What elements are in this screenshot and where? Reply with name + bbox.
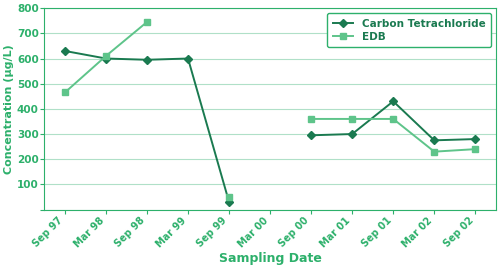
- X-axis label: Sampling Date: Sampling Date: [218, 252, 322, 265]
- Line: EDB: EDB: [62, 19, 150, 95]
- EDB: [103, 54, 109, 58]
- Carbon Tetrachloride: [185, 57, 191, 60]
- Carbon Tetrachloride: [103, 57, 109, 60]
- Carbon Tetrachloride: [144, 58, 150, 61]
- Line: Carbon Tetrachloride: Carbon Tetrachloride: [62, 48, 232, 205]
- Carbon Tetrachloride: [226, 200, 232, 204]
- EDB: [144, 20, 150, 24]
- EDB: [62, 91, 68, 94]
- Legend: Carbon Tetrachloride, EDB: Carbon Tetrachloride, EDB: [328, 13, 490, 47]
- Y-axis label: Concentration (μg/L): Concentration (μg/L): [4, 44, 14, 174]
- Carbon Tetrachloride: [62, 49, 68, 52]
